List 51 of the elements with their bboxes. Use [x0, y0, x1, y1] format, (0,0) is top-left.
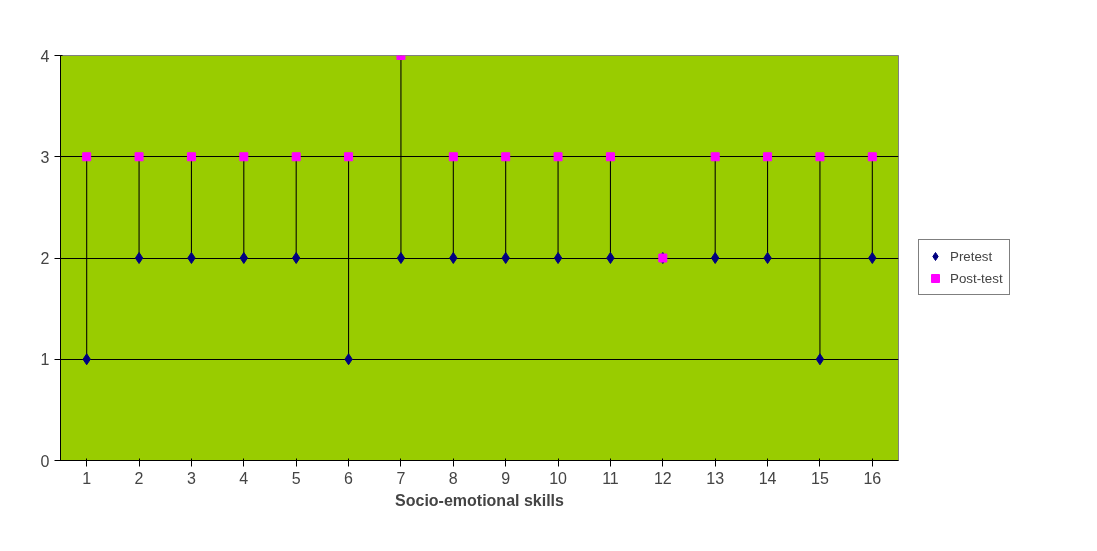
x-tick-label: 4: [239, 469, 249, 487]
point: [763, 152, 773, 162]
x-tick-label: 13: [706, 469, 725, 487]
x-tick-label: 6: [344, 469, 354, 487]
point: [553, 152, 563, 162]
point: [448, 152, 458, 162]
x-axis-title: Socio-emotional skills: [395, 491, 565, 509]
point: [501, 252, 510, 264]
point: [449, 252, 458, 264]
x-tick-label: 5: [291, 469, 301, 487]
point: [134, 252, 144, 264]
x-tick-label: 7: [396, 469, 406, 487]
x-tick-label: 15: [811, 469, 829, 487]
point: [867, 152, 877, 162]
y-tick-label: 1: [40, 351, 50, 369]
point: [605, 152, 615, 162]
legend-label: Pretest: [950, 248, 993, 264]
point: [134, 152, 144, 162]
x-tick-label: 2: [134, 469, 144, 487]
point: [187, 252, 196, 264]
x-tick-label: 3: [186, 469, 196, 487]
x-tick-label: 8: [448, 469, 458, 487]
x-tick-label: 11: [602, 469, 619, 487]
x-tick-label: 1: [82, 469, 92, 487]
y-tick-label: 0: [40, 452, 50, 470]
y-tick-label: 4: [40, 47, 50, 65]
y-tick-label: 3: [40, 148, 50, 166]
x-tick-label: 14: [758, 469, 777, 487]
point: [396, 252, 406, 264]
x-tick-label: 16: [863, 469, 882, 487]
point: [344, 152, 354, 162]
x-tick-label: 10: [549, 469, 568, 487]
point: [82, 152, 92, 162]
point: [763, 252, 772, 264]
point: [815, 353, 825, 366]
point: [606, 252, 615, 264]
point: [501, 152, 511, 162]
point: [868, 252, 877, 264]
point: [291, 152, 301, 162]
point: [186, 152, 196, 162]
x-tick-label: 9: [501, 469, 511, 487]
point: [292, 252, 301, 264]
point: [239, 252, 248, 264]
point: [711, 252, 720, 264]
point: [815, 152, 825, 162]
y-tick-label: 2: [40, 250, 50, 267]
legend-label: Post-test: [950, 270, 1003, 286]
point: [710, 152, 720, 162]
point: [239, 152, 249, 162]
point: [553, 252, 563, 264]
x-tick-label: 12: [653, 469, 672, 487]
